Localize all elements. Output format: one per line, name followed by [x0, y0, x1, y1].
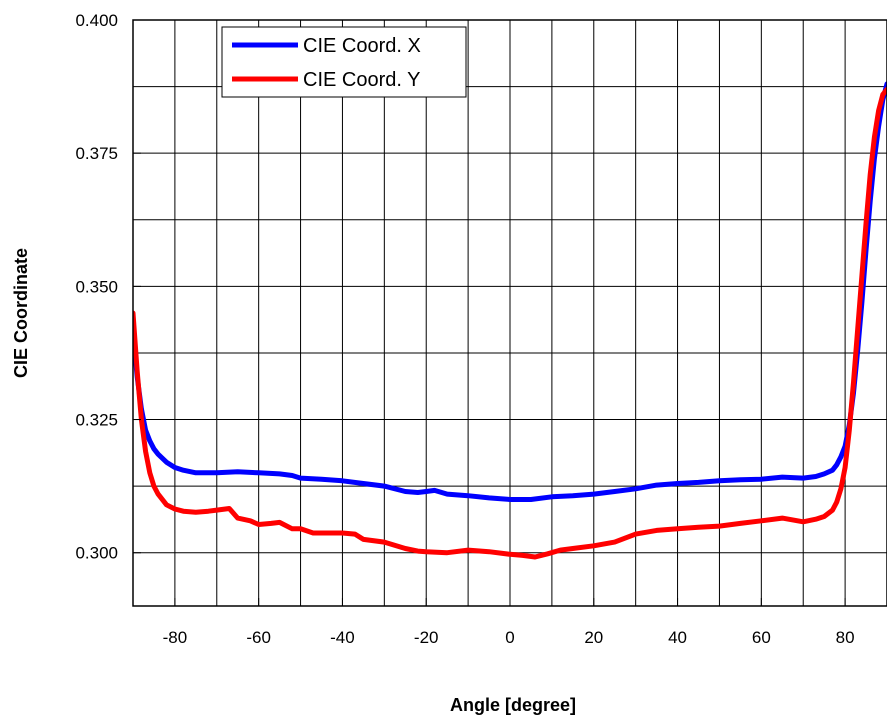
- y-axis-title: CIE Coordinate: [11, 248, 31, 378]
- series-lines: [133, 81, 887, 560]
- x-tick-label: -20: [414, 628, 439, 647]
- legend-box: [221, 26, 467, 98]
- x-tick-labels: -80 -60 -40 -20 0 20 40 60 80: [163, 628, 855, 647]
- x-tick-label: 40: [668, 628, 687, 647]
- y-tick-label: 0.375: [75, 144, 118, 163]
- legend-label-y: CIE Coord. Y: [303, 69, 420, 91]
- x-tick-label: -40: [330, 628, 355, 647]
- x-tick-label: 20: [584, 628, 603, 647]
- tick-marks: [133, 19, 846, 606]
- x-tick-label: -80: [163, 628, 188, 647]
- y-tick-labels: 0.300 0.325 0.350 0.375 0.400: [75, 11, 118, 563]
- x-tick-label: 80: [836, 628, 855, 647]
- y-tick-label: 0.325: [75, 411, 118, 430]
- y-tick-label: 0.350: [75, 277, 118, 296]
- x-tick-label: 60: [752, 628, 771, 647]
- series-line-y: [133, 86, 887, 560]
- x-tick-label: 0: [505, 628, 514, 647]
- legend: CIE Coord. X CIE Coord. Y: [221, 26, 467, 98]
- y-tick-label: 0.400: [75, 11, 118, 30]
- legend-label-x: CIE Coord. X: [303, 35, 421, 57]
- x-tick-label: -60: [246, 628, 271, 647]
- y-tick-label: 0.300: [75, 544, 118, 563]
- x-axis-title: Angle [degree]: [450, 695, 576, 715]
